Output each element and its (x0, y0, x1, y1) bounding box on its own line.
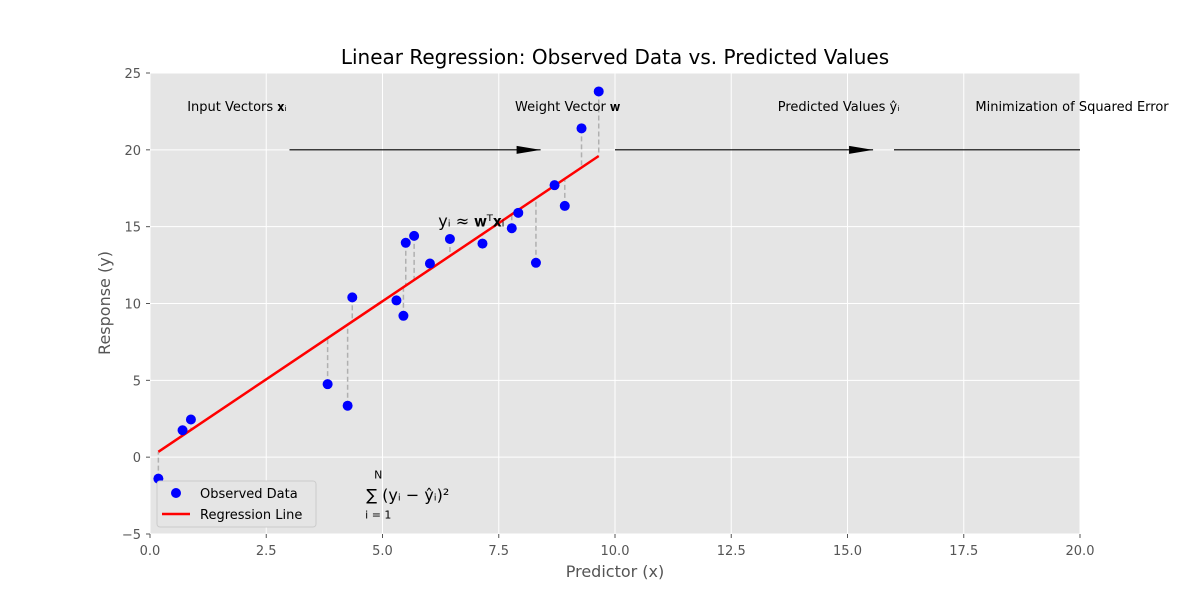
data-point (513, 207, 524, 218)
y-tick-label: 20 (124, 144, 141, 159)
x-tick-label: 0.0 (140, 544, 161, 559)
loss-sum-expression: ∑ (yᵢ − ŷᵢ)² (366, 486, 449, 505)
data-point (409, 230, 420, 241)
legend-marker-observed (171, 488, 181, 498)
observed-points (153, 86, 604, 484)
data-point (322, 379, 333, 390)
data-point (593, 86, 604, 97)
x-tick-label: 10.0 (601, 544, 630, 559)
x-tick-label: 12.5 (717, 544, 746, 559)
legend: Observed Data Regression Line (156, 480, 317, 528)
loss-sum-lower: i = 1 (365, 509, 391, 522)
y-tick-label: 25 (124, 67, 141, 82)
data-point (347, 292, 358, 303)
legend-label-observed: Observed Data (200, 487, 298, 502)
regression-line (157, 154, 600, 453)
x-tick-label: 17.5 (949, 544, 978, 559)
x-axis-label: Predictor (x) (566, 562, 665, 581)
x-tick-label: 5.0 (372, 544, 393, 559)
pipeline-label: Minimization of Squared Error (975, 100, 1169, 115)
data-point (342, 400, 353, 411)
x-tick-label: 15.0 (833, 544, 862, 559)
data-point (424, 258, 435, 269)
y-tick-label: −5 (122, 528, 141, 543)
loss-formula: N ∑ (yᵢ − ŷᵢ)² i = 1 (365, 469, 449, 522)
equation-annotation: yᵢ ≈ 𝐰ᵀ𝐱ᵢ (438, 212, 504, 231)
x-tick-label: 20.0 (1066, 544, 1095, 559)
legend-box (156, 480, 317, 528)
data-point (530, 257, 541, 268)
data-point (400, 237, 411, 248)
data-point (576, 123, 587, 134)
y-axis-ticks: −5 0 5 10 15 20 25 (122, 67, 150, 543)
y-axis-label: Response (y) (95, 251, 114, 355)
y-tick-label: 0 (133, 451, 141, 466)
data-point (177, 425, 188, 436)
y-tick-label: 10 (124, 298, 141, 313)
data-point (559, 200, 570, 211)
data-point (444, 233, 455, 244)
data-point (185, 414, 196, 425)
data-point (398, 310, 409, 321)
loss-sum-upper: N (374, 469, 382, 482)
x-tick-label: 7.5 (488, 544, 509, 559)
data-point (506, 223, 517, 234)
pipeline-arrows (289, 145, 1080, 154)
pipeline-label: Input Vectors 𝐱ᵢ (187, 100, 287, 115)
data-point (391, 295, 402, 306)
data-point (549, 180, 560, 191)
chart-title: Linear Regression: Observed Data vs. Pre… (341, 45, 889, 69)
y-tick-label: 5 (133, 374, 141, 389)
x-axis-ticks: 0.0 2.5 5.0 7.5 10.0 12.5 15.0 17.5 20.0 (140, 534, 1095, 559)
x-tick-label: 2.5 (256, 544, 277, 559)
pipeline-label: Weight Vector 𝐰 (515, 100, 621, 115)
pipeline-label: Predicted Values ŷᵢ (778, 100, 900, 115)
legend-label-regression: Regression Line (200, 508, 302, 523)
pipeline-labels: Input Vectors 𝐱ᵢ Weight Vector 𝐰 Predicted… (187, 100, 1169, 115)
pipeline-arrow-head (849, 145, 874, 154)
pipeline-arrow-head (516, 145, 541, 154)
y-tick-label: 15 (124, 221, 141, 236)
data-point (477, 238, 488, 249)
